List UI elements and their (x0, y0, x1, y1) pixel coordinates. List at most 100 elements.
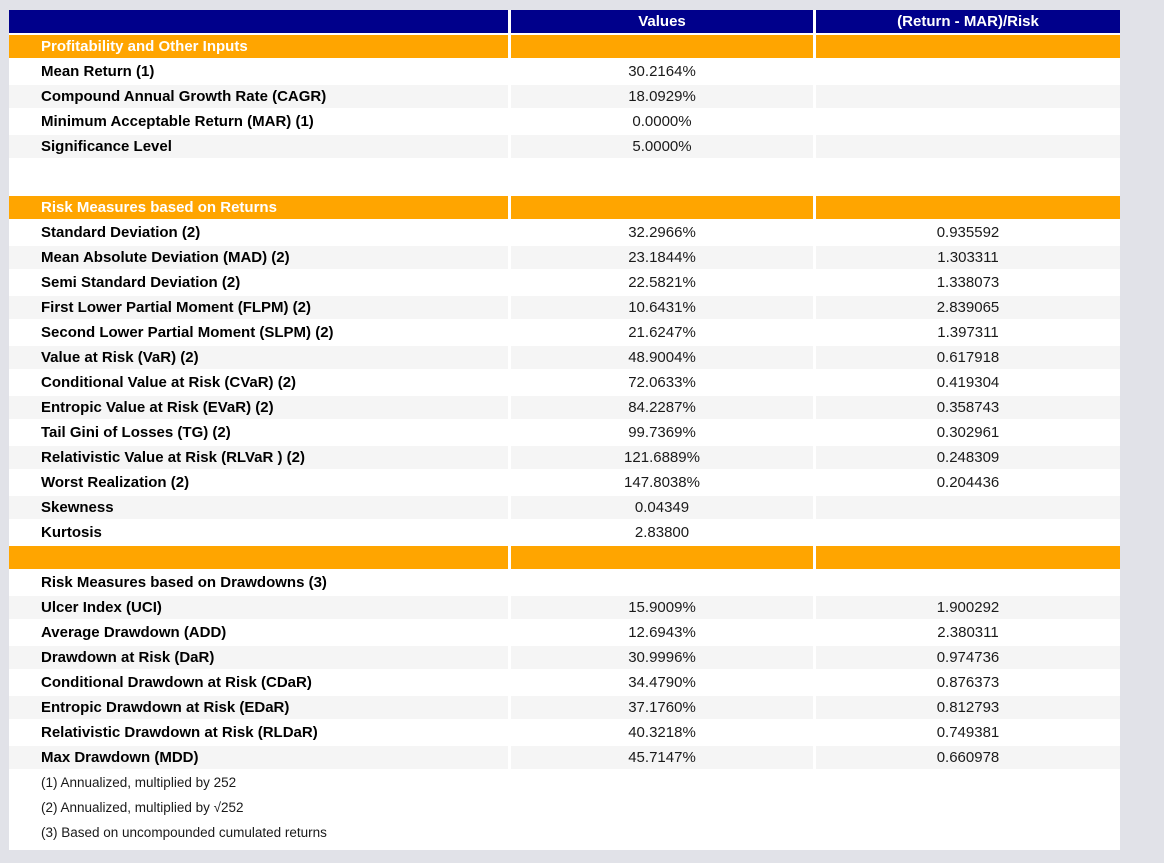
metric-value: 23.1844% (511, 246, 813, 269)
table-row: Conditional Drawdown at Risk (CDaR) 34.47… (9, 671, 1120, 694)
section-title: Profitability and Other Inputs (9, 35, 508, 58)
metric-value: 15.9009% (511, 596, 813, 619)
metric-label: Entropic Drawdown at Risk (EDaR) (9, 696, 508, 719)
table-row: Significance Level 5.0000% (9, 135, 1120, 158)
metric-ratio: 1.303311 (816, 246, 1120, 269)
metric-ratio: 0.974736 (816, 646, 1120, 669)
section-header-row (9, 546, 1120, 569)
metric-value: 2.83800 (511, 521, 813, 544)
metric-ratio: 1.397311 (816, 321, 1120, 344)
metric-label: Skewness (9, 496, 508, 519)
metric-ratio: 0.204436 (816, 471, 1120, 494)
footnote-spacer-cell (511, 771, 813, 794)
metric-label: Compound Annual Growth Rate (CAGR) (9, 85, 508, 108)
metric-label: Minimum Acceptable Return (MAR) (1) (9, 110, 508, 133)
table-row: Drawdown at Risk (DaR) 30.9996% 0.974736 (9, 646, 1120, 669)
metric-ratio: 1.900292 (816, 596, 1120, 619)
table-row: Semi Standard Deviation (2) 22.5821% 1.338… (9, 271, 1120, 294)
table-row: Ulcer Index (UCI) 15.9009% 1.900292 (9, 596, 1120, 619)
footnote-text: (3) Based on uncompounded cumulated retu… (9, 821, 508, 844)
table-row: Second Lower Partial Moment (SLPM) (2) 21… (9, 321, 1120, 344)
metric-value: 18.0929% (511, 85, 813, 108)
metric-value: 72.0633% (511, 371, 813, 394)
metric-ratio: 0.876373 (816, 671, 1120, 694)
metric-ratio: 0.935592 (816, 221, 1120, 244)
metric-label: Tail Gini of Losses (TG) (2) (9, 421, 508, 444)
table-row: Average Drawdown (ADD) 12.6943% 2.380311 (9, 621, 1120, 644)
metric-value: 12.6943% (511, 621, 813, 644)
metric-ratio: 2.380311 (816, 621, 1120, 644)
metric-value: 10.6431% (511, 296, 813, 319)
metric-ratio (816, 35, 1120, 58)
metric-ratio: 0.419304 (816, 371, 1120, 394)
metric-ratio (816, 60, 1120, 83)
metric-ratio (816, 571, 1120, 594)
metric-value: 84.2287% (511, 396, 813, 419)
metric-ratio: 1.338073 (816, 271, 1120, 294)
header-metric-cell (9, 10, 508, 33)
metric-ratio (816, 196, 1120, 219)
metric-label: Drawdown at Risk (DaR) (9, 646, 508, 669)
metric-label: Semi Standard Deviation (2) (9, 271, 508, 294)
metric-ratio: 0.358743 (816, 396, 1120, 419)
table-row: Relativistic Value at Risk (RLVaR ) (2) 1… (9, 446, 1120, 469)
header-ratio-cell: (Return - MAR)/Risk (816, 10, 1120, 33)
table-row: First Lower Partial Moment (FLPM) (2) 10.… (9, 296, 1120, 319)
metric-label: Max Drawdown (MDD) (9, 746, 508, 769)
metric-label: Conditional Value at Risk (CVaR) (2) (9, 371, 508, 394)
metric-value: 121.6889% (511, 446, 813, 469)
metric-ratio (816, 496, 1120, 519)
footnote-row: (1) Annualized, multiplied by 252 (9, 771, 1120, 794)
metric-value: 0.0000% (511, 110, 813, 133)
metric-value: 45.7147% (511, 746, 813, 769)
metric-value (511, 196, 813, 219)
metric-ratio: 2.839065 (816, 296, 1120, 319)
table-row: Conditional Value at Risk (CVaR) (2) 72.0… (9, 371, 1120, 394)
metric-ratio (816, 110, 1120, 133)
table-row: Relativistic Drawdown at Risk (RLDaR) 40.… (9, 721, 1120, 744)
metric-ratio: 0.749381 (816, 721, 1120, 744)
metric-ratio (816, 546, 1120, 569)
metric-ratio (816, 521, 1120, 544)
metric-value: 30.9996% (511, 646, 813, 669)
metric-label: Worst Realization (2) (9, 471, 508, 494)
metric-label: Entropic Value at Risk (EVaR) (2) (9, 396, 508, 419)
metric-value: 40.3218% (511, 721, 813, 744)
table-header-row: Values (Return - MAR)/Risk (9, 10, 1120, 33)
footnote-text: (1) Annualized, multiplied by 252 (9, 771, 508, 794)
footnote-spacer-cell (816, 796, 1120, 819)
metric-label: Risk Measures based on Drawdowns (3) (9, 571, 508, 594)
footnote-spacer-cell (511, 796, 813, 819)
metric-label: Conditional Drawdown at Risk (CDaR) (9, 671, 508, 694)
metric-ratio (816, 85, 1120, 108)
footnote-spacer-cell (816, 771, 1120, 794)
metric-value: 37.1760% (511, 696, 813, 719)
metric-ratio: 0.302961 (816, 421, 1120, 444)
metric-label: Ulcer Index (UCI) (9, 596, 508, 619)
footnote-spacer-cell (511, 821, 813, 844)
table-row: Value at Risk (VaR) (2) 48.9004% 0.617918 (9, 346, 1120, 369)
table-row: Mean Return (1) 30.2164% (9, 60, 1120, 83)
metric-label: Value at Risk (VaR) (2) (9, 346, 508, 369)
metric-value: 32.2966% (511, 221, 813, 244)
metric-value: 21.6247% (511, 321, 813, 344)
metric-value: 5.0000% (511, 135, 813, 158)
metric-label: First Lower Partial Moment (FLPM) (2) (9, 296, 508, 319)
metric-value (511, 35, 813, 58)
header-values-cell: Values (511, 10, 813, 33)
section-title (9, 546, 508, 569)
table-row: Tail Gini of Losses (TG) (2) 99.7369% 0.30… (9, 421, 1120, 444)
metric-label: Significance Level (9, 135, 508, 158)
table-row: Mean Absolute Deviation (MAD) (2) 23.1844… (9, 246, 1120, 269)
table-row: Risk Measures based on Drawdowns (3) (9, 571, 1120, 594)
metric-value: 0.04349 (511, 496, 813, 519)
metric-value: 147.8038% (511, 471, 813, 494)
metric-label: Relativistic Drawdown at Risk (RLDaR) (9, 721, 508, 744)
table-row: Entropic Drawdown at Risk (EDaR) 37.1760%… (9, 696, 1120, 719)
metric-value: 34.4790% (511, 671, 813, 694)
table-row: Compound Annual Growth Rate (CAGR) 18.092… (9, 85, 1120, 108)
metric-label: Mean Return (1) (9, 60, 508, 83)
metric-ratio: 0.248309 (816, 446, 1120, 469)
metric-label: Mean Absolute Deviation (MAD) (2) (9, 246, 508, 269)
table-row: Max Drawdown (MDD) 45.7147% 0.660978 (9, 746, 1120, 769)
